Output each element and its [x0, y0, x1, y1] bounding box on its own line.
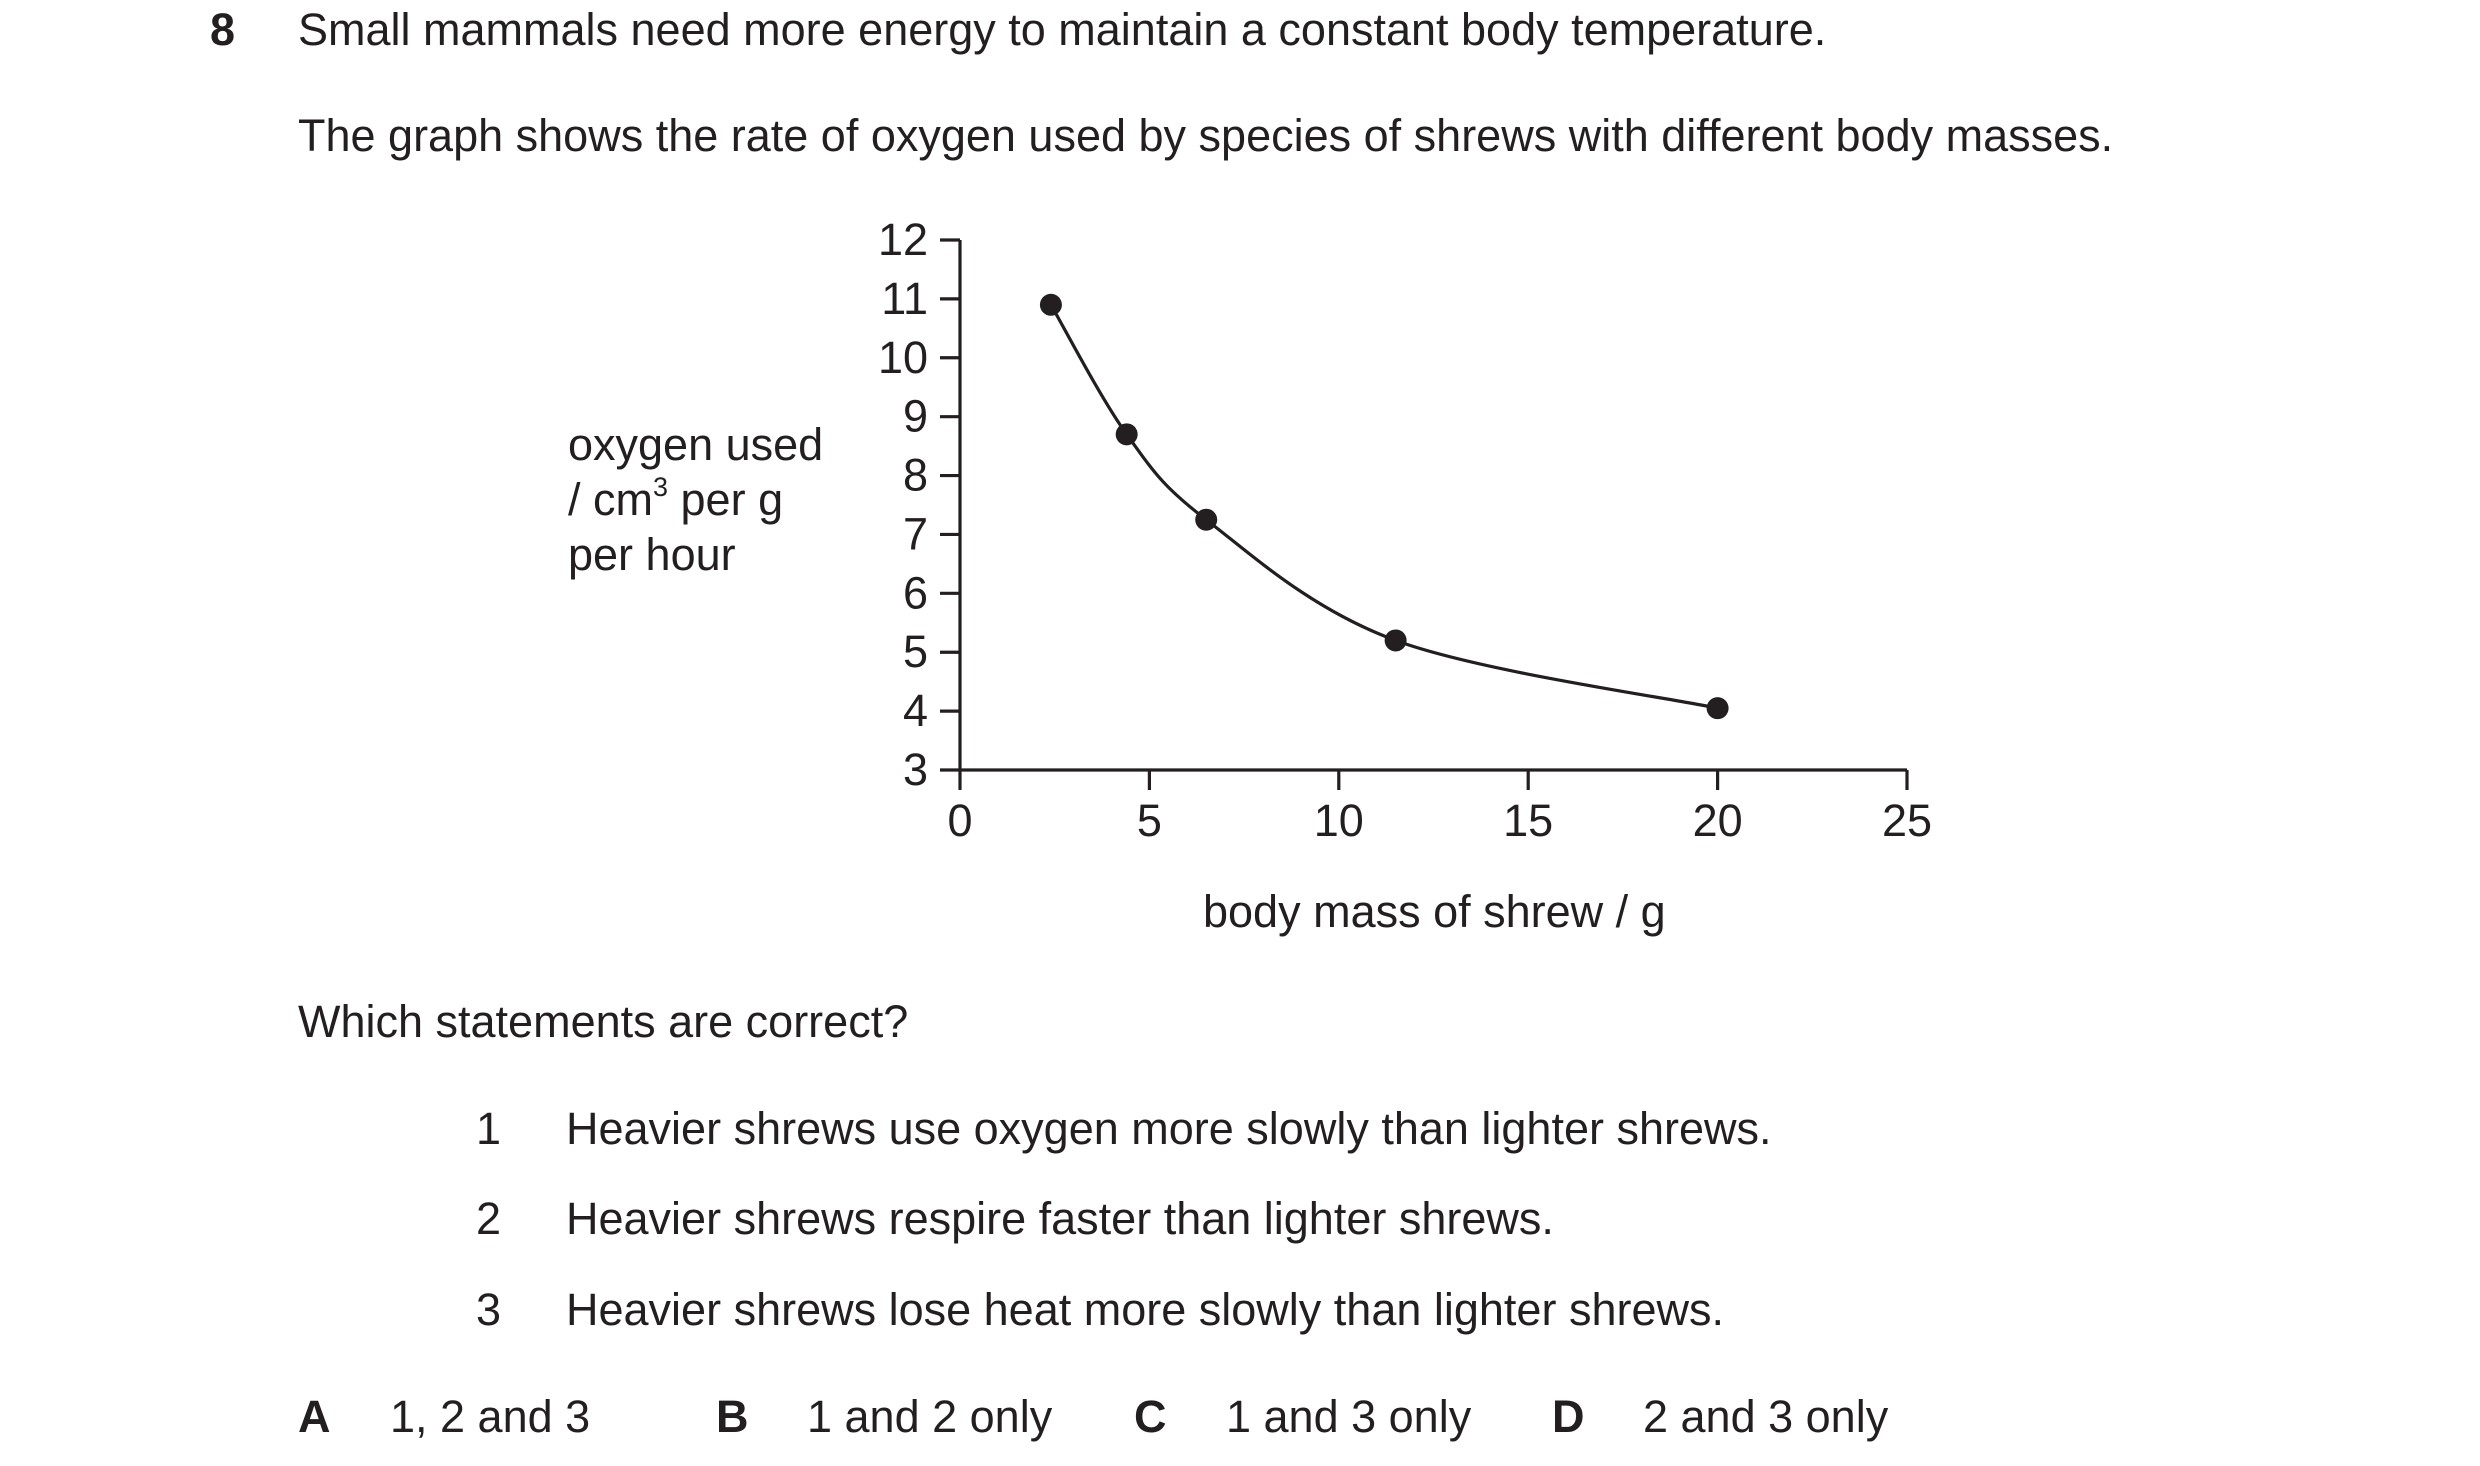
- y-tick-label-8: 8: [903, 450, 928, 501]
- option-d-text[interactable]: 2 and 3 only: [1643, 1391, 1889, 1442]
- y-tick-label-10: 10: [878, 332, 928, 383]
- x-tick-label-0: 0: [947, 795, 972, 846]
- statement-3-text: Heavier shrews lose heat more slowly tha…: [566, 1284, 1724, 1335]
- x-tick-label-10: 10: [1314, 795, 1364, 846]
- data-point-4: [1384, 629, 1407, 652]
- y-axis-label-line-3: per hour: [568, 528, 736, 580]
- data-point-3: [1195, 508, 1218, 531]
- data-point-5: [1706, 697, 1729, 720]
- y-axis-label-line-1: oxygen used: [568, 419, 824, 470]
- y-axis-label: oxygen used / cm3 per g per hour: [568, 418, 823, 583]
- y-axis-label-line-2: / cm3 per g: [568, 473, 823, 528]
- statement-1-number: 1: [476, 1103, 502, 1154]
- question-number: 8: [210, 4, 236, 55]
- y-tick-label-4: 4: [903, 685, 928, 736]
- x-tick-label-20: 20: [1693, 795, 1743, 846]
- statement-2-number: 2: [476, 1193, 502, 1244]
- y-tick-label-11: 11: [881, 273, 928, 324]
- option-c-text[interactable]: 1 and 3 only: [1226, 1391, 1472, 1442]
- x-tick-label-25: 25: [1882, 795, 1932, 846]
- y-axis-label-superscript: 3: [653, 471, 669, 502]
- statement-2-text: Heavier shrews respire faster than light…: [566, 1193, 1554, 1244]
- graph-description: The graph shows the rate of oxygen used …: [298, 110, 2114, 161]
- y-tick-label-7: 7: [903, 508, 928, 559]
- y-tick-label-3: 3: [903, 744, 928, 795]
- data-point-1: [1039, 293, 1062, 316]
- statement-3-number: 3: [476, 1284, 502, 1335]
- statement-1-text: Heavier shrews use oxygen more slowly th…: [566, 1103, 1772, 1154]
- y-axis-label-unit: / cm: [568, 473, 653, 525]
- option-d-letter[interactable]: D: [1552, 1391, 1585, 1442]
- x-axis-label: body mass of shrew / g: [1203, 886, 1666, 937]
- option-c-letter[interactable]: C: [1134, 1391, 1167, 1442]
- option-b-text[interactable]: 1 and 2 only: [807, 1391, 1053, 1442]
- question-prompt: Which statements are correct?: [298, 996, 909, 1047]
- option-a-text[interactable]: 1, 2 and 3: [390, 1391, 591, 1442]
- y-tick-label-9: 9: [903, 391, 928, 442]
- series-curve: [1049, 303, 1718, 710]
- option-b-letter[interactable]: B: [716, 1391, 749, 1442]
- y-axis-label-per-g: per g: [668, 473, 784, 525]
- x-tick-label-5: 5: [1137, 795, 1162, 846]
- x-tick-label-15: 15: [1503, 795, 1553, 846]
- y-tick-label-5: 5: [903, 626, 928, 677]
- data-point-2: [1115, 423, 1138, 446]
- y-tick-label-12: 12: [878, 214, 928, 265]
- option-a-letter[interactable]: A: [298, 1391, 331, 1442]
- y-tick-label-6: 6: [903, 567, 928, 618]
- question-intro: Small mammals need more energy to mainta…: [298, 4, 1827, 55]
